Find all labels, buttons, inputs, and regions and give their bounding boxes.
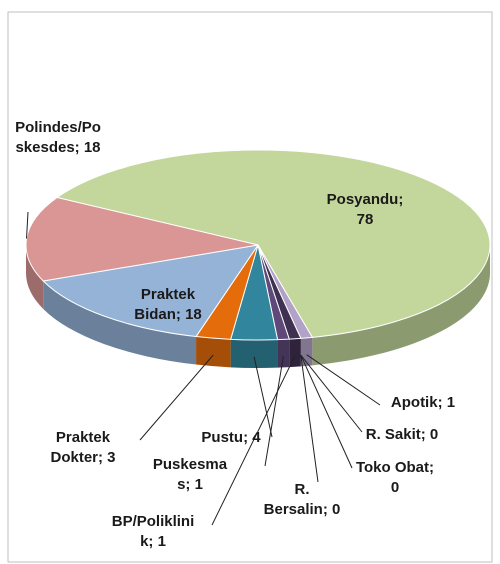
slice-side [26,245,44,309]
data-label: Apotik; 1 [390,394,456,411]
leader-line [306,354,381,406]
slice [42,244,260,338]
data-label: Praktek Bidan; 18 [134,286,202,323]
data-label: R. Sakit; 0 [365,426,439,443]
slice-side [230,339,278,369]
data-label: Polindes/Poskesdes; 18 [15,119,101,156]
leader-line [139,354,214,441]
leader-line [300,355,319,483]
leader-line [26,211,29,239]
leader-line [253,356,273,438]
slice-side [196,336,231,368]
chart-frame [7,11,493,563]
data-label: Pustu; 4 [201,429,261,446]
slice-side [312,245,490,366]
leader-line [211,355,296,526]
data-label: Puskesmas; 1 [152,456,228,493]
data-label: Praktek Dokter; 3 [50,429,116,466]
data-label: Posyandu; 78 [326,191,404,228]
data-label: BP/Poliklinik; 1 [111,513,195,550]
slice-side [43,280,197,365]
slice-side [277,339,290,368]
data-label: R. Bersalin; 0 [263,481,341,518]
leader-line [300,354,363,433]
slice [55,149,491,338]
leader-line [300,354,353,469]
leader-line [264,356,284,467]
slice-side [289,338,301,368]
data-label: Toko Obat; 0 [355,459,435,496]
